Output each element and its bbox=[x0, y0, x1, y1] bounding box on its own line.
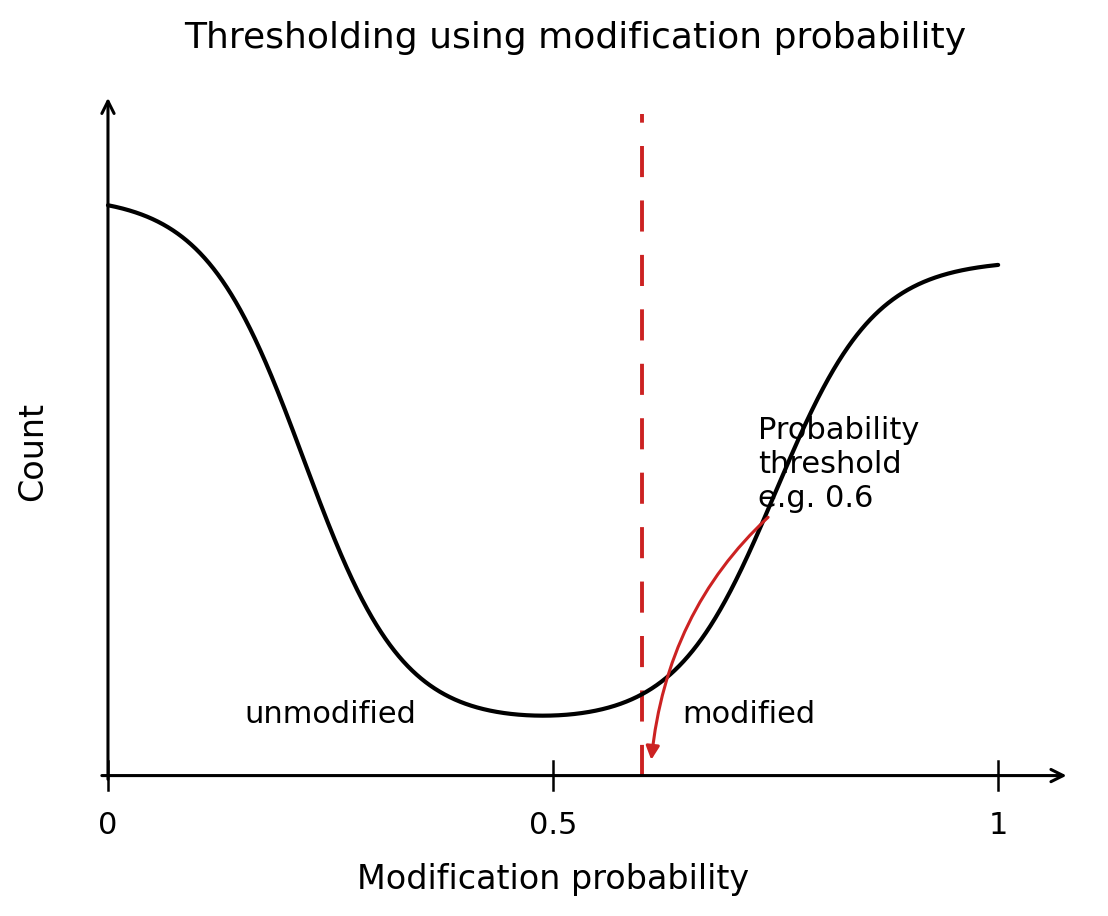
Text: Modification probability: Modification probability bbox=[357, 863, 749, 896]
Text: modified: modified bbox=[683, 700, 815, 728]
Text: 0.5: 0.5 bbox=[529, 812, 577, 840]
Title: Thresholding using modification probability: Thresholding using modification probabil… bbox=[184, 21, 966, 55]
Text: unmodified: unmodified bbox=[245, 700, 417, 728]
Text: 0: 0 bbox=[99, 812, 117, 840]
Text: 1: 1 bbox=[988, 812, 1008, 840]
Text: Count: Count bbox=[16, 402, 49, 501]
Text: Probability
threshold
e.g. 0.6: Probability threshold e.g. 0.6 bbox=[647, 417, 920, 757]
